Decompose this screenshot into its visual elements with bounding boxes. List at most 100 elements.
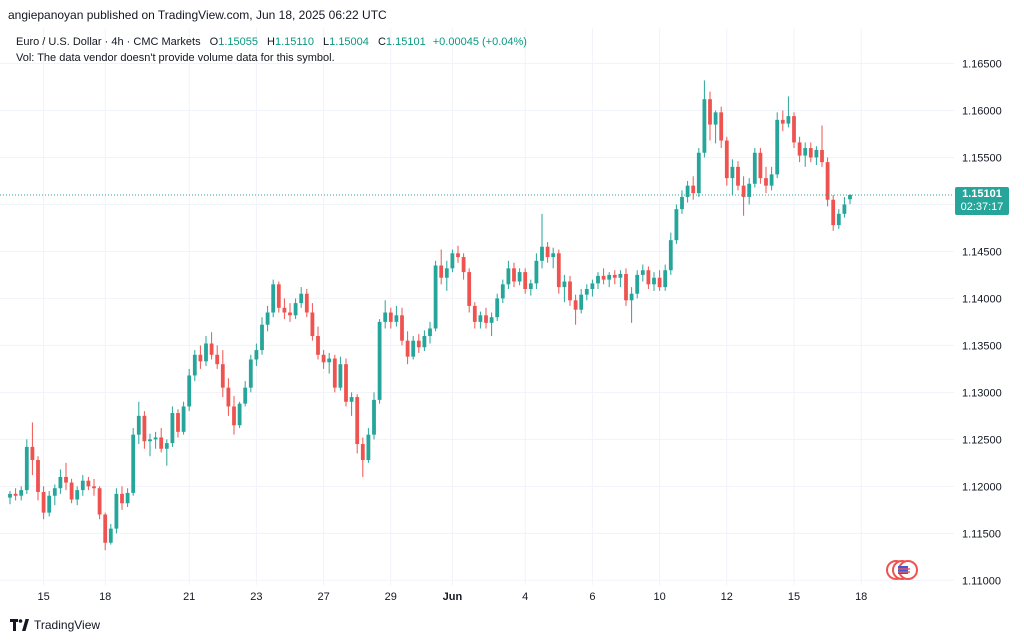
- candle: [282, 298, 287, 320]
- candle: [271, 279, 276, 318]
- candle-body: [545, 246, 550, 258]
- candle: [584, 284, 589, 301]
- x-tick-label: 23: [250, 591, 262, 603]
- y-tick-label: 1.11500: [962, 528, 1001, 540]
- candle: [114, 488, 119, 534]
- candle: [321, 350, 326, 369]
- candle: [562, 274, 567, 303]
- event-flags[interactable]: [886, 560, 918, 580]
- candle: [629, 287, 634, 323]
- chart-area[interactable]: 1.165001.160001.155001.150001.145001.140…: [0, 28, 1024, 608]
- x-tick-label: 29: [385, 591, 397, 603]
- candle: [103, 512, 108, 551]
- candle: [204, 335, 208, 367]
- candle-body: [736, 166, 740, 186]
- candle: [836, 209, 841, 229]
- candle: [24, 439, 29, 494]
- candle-body: [19, 490, 24, 496]
- candle-body: [383, 312, 388, 322]
- candle: [52, 484, 57, 506]
- candle-body: [562, 281, 567, 288]
- x-axis[interactable]: 15 18 21 23 27 29 Jun 4 6 10 12 15 18: [37, 591, 867, 603]
- candle: [820, 125, 824, 167]
- y-tick-label: 1.16000: [962, 105, 1002, 117]
- candle: [780, 110, 785, 132]
- candle-body: [472, 305, 477, 322]
- tradingview-logo[interactable]: TradingView: [10, 618, 100, 632]
- candlestick-chart[interactable]: 1.165001.160001.155001.150001.145001.140…: [0, 28, 1024, 608]
- candle-body: [131, 434, 136, 493]
- candle: [736, 161, 740, 191]
- candle-body: [607, 274, 612, 280]
- x-tick-label: 21: [183, 591, 195, 603]
- candle-body: [685, 185, 690, 197]
- candle: [495, 293, 500, 321]
- candle: [13, 488, 18, 501]
- candle-body: [64, 476, 68, 483]
- candle: [601, 268, 606, 285]
- y-tick-label: 1.16500: [962, 58, 1002, 70]
- candle: [153, 431, 158, 449]
- candle-body: [769, 174, 774, 186]
- x-tick-label: 27: [317, 591, 329, 603]
- candle-body: [372, 399, 376, 435]
- candle-body: [153, 437, 158, 440]
- candle-body: [652, 277, 656, 285]
- candle: [215, 345, 220, 369]
- candle: [243, 381, 248, 407]
- candle-body: [758, 152, 763, 179]
- candle: [685, 180, 690, 203]
- candle: [181, 401, 186, 435]
- candle: [439, 249, 444, 285]
- x-tick-label: 18: [855, 591, 867, 603]
- candle-body: [478, 315, 483, 322]
- candle: [668, 232, 673, 275]
- candle-body: [164, 443, 169, 449]
- y-tick-label: 1.12000: [962, 481, 1002, 493]
- y-axis[interactable]: 1.165001.160001.155001.150001.145001.140…: [962, 58, 1002, 587]
- price-tag-box: [955, 186, 1009, 215]
- candle-body: [433, 265, 438, 329]
- x-tick-label: 12: [721, 591, 733, 603]
- candle: [696, 148, 701, 197]
- candle-body: [792, 116, 796, 143]
- candle-body: [360, 444, 365, 461]
- symbol-info[interactable]: Euro / U.S. Dollar · 4h · CMC Markets: [16, 36, 201, 48]
- x-tick-label: 18: [99, 591, 111, 603]
- candle: [159, 428, 164, 453]
- candle-body: [209, 343, 214, 355]
- candle-body: [321, 354, 326, 363]
- candle-body: [344, 364, 348, 402]
- candle-body: [260, 324, 264, 351]
- candle: [209, 332, 214, 360]
- candle-body: [696, 152, 701, 194]
- close-label: C: [377, 36, 386, 48]
- candle: [19, 486, 24, 501]
- candle-body: [708, 99, 712, 125]
- candle-body: [691, 185, 696, 194]
- price-tag-countdown: 02:37:17: [961, 201, 1004, 213]
- candle-body: [517, 272, 522, 282]
- candle: [30, 422, 35, 476]
- candle: [80, 475, 85, 496]
- candle-body: [226, 387, 231, 407]
- candle: [691, 176, 696, 200]
- candle-body: [775, 119, 780, 175]
- candle-body: [254, 350, 259, 360]
- candle: [489, 312, 494, 336]
- candle: [125, 488, 130, 508]
- candle-body: [30, 446, 35, 461]
- candle-body: [551, 253, 556, 258]
- candle: [220, 350, 225, 398]
- candle-body: [243, 387, 248, 404]
- tradingview-logo-icon: [10, 619, 29, 631]
- candle-body: [416, 340, 421, 348]
- x-tick-label: 4: [522, 591, 528, 603]
- candle: [293, 298, 298, 320]
- candle: [797, 136, 802, 163]
- candle: [556, 249, 561, 294]
- candle-body: [612, 274, 617, 278]
- candle: [652, 272, 656, 291]
- candle: [478, 311, 483, 329]
- candle: [663, 264, 668, 291]
